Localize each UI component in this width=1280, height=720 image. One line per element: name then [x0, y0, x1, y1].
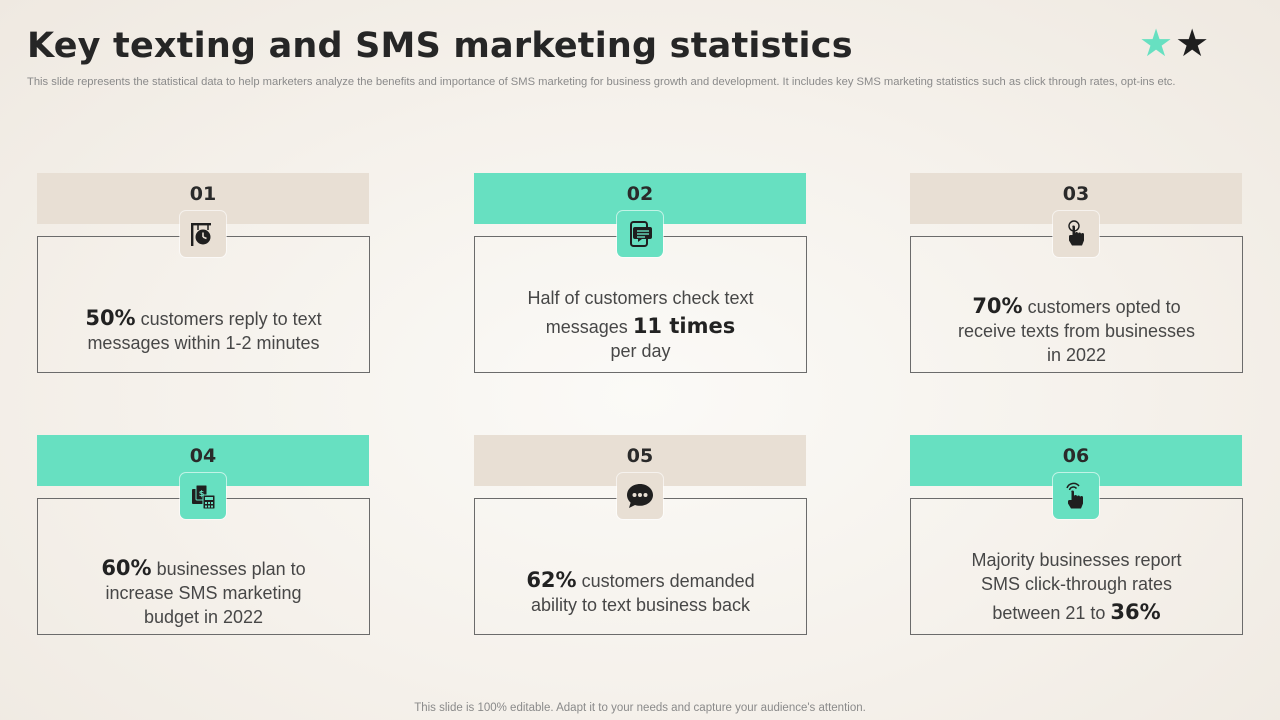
- phone-message-icon: [617, 211, 663, 257]
- stat-highlight: 11 times: [632, 313, 736, 338]
- stat-card-05: 05 62% customers demanded ability to tex…: [474, 435, 807, 636]
- stat-highlight: 36%: [1110, 599, 1161, 624]
- stat-card-06: 06 Majority businesses report SMS click-…: [910, 435, 1243, 636]
- stat-highlight: 60%: [101, 555, 152, 580]
- click-hand-icon: [1053, 473, 1099, 519]
- chat-bubble-icon: [617, 473, 663, 519]
- card-text: 62% customers demanded ability to text b…: [526, 567, 755, 615]
- star-icon: ★: [1175, 21, 1210, 65]
- card-text: 60% businesses plan to increase SMS mark…: [101, 555, 306, 627]
- card-text: 70% customers opted to receive texts fro…: [957, 293, 1196, 365]
- stat-card-01: 01 50% customers reply to text messages …: [37, 173, 370, 374]
- touch-hand-icon: [1053, 211, 1099, 257]
- stat-highlight: 50%: [85, 305, 136, 330]
- budget-calculator-icon: $: [180, 473, 226, 519]
- clock-sign-icon: [180, 211, 226, 257]
- svg-text:$: $: [199, 489, 205, 498]
- star-icon: ★: [1139, 21, 1174, 65]
- page-title: Key texting and SMS marketing statistics: [27, 26, 853, 66]
- star-decoration: ★ ★: [1139, 24, 1209, 62]
- card-text: 50% customers reply to text messages wit…: [85, 305, 322, 353]
- stat-card-04: 04 $ 60% businesses plan to increase SMS…: [37, 435, 370, 636]
- footer-note: This slide is 100% editable. Adapt it to…: [414, 702, 866, 714]
- stat-highlight: 62%: [526, 567, 577, 592]
- card-text: Half of customers check text messages 11…: [527, 287, 754, 361]
- stat-card-03: 03 70% customers opted to receive texts …: [910, 173, 1243, 374]
- page-subtitle: This slide represents the statistical da…: [27, 76, 1176, 88]
- stat-card-02: 02 Half of customers check text messages…: [474, 173, 807, 374]
- card-text: Majority businesses report SMS click-thr…: [971, 549, 1182, 624]
- stat-highlight: 70%: [972, 293, 1023, 318]
